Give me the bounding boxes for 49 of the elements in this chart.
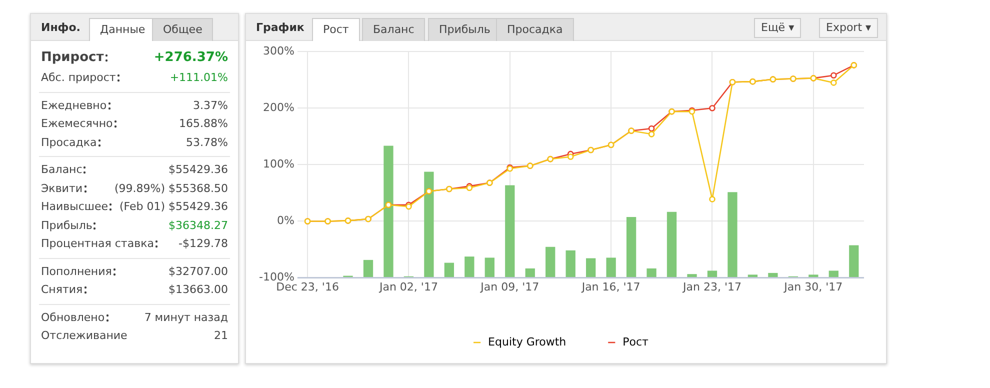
text: (99.89%) $55368.50 — [114, 182, 228, 194]
x-tick-label: Jan 09, '17 — [480, 280, 540, 294]
category-label: Пополнения — [41, 264, 112, 278]
x-tick-label: Jan 16, '17 — [580, 280, 640, 294]
legend-label: Equity Growth — [488, 335, 566, 348]
y-tick-label: 100% — [262, 158, 294, 171]
text: Общее — [152, 18, 214, 41]
category-label: Обновлено — [41, 310, 105, 324]
text: 7 минут назад — [144, 310, 228, 324]
category-label: Прибыль — [41, 218, 92, 232]
y-tick-label: 200% — [262, 101, 294, 114]
category-label: Баланс — [41, 163, 82, 176]
category-label: Снятия — [41, 283, 83, 296]
text: $13663.00 — [168, 283, 228, 296]
category-label: Процентная ставка — [41, 237, 154, 250]
category-label: Ежемесячно — [41, 117, 113, 130]
text: Ещё ▾ — [754, 18, 802, 38]
category-label: Эквити — [41, 182, 83, 194]
text: 53.78% — [186, 136, 228, 148]
text: Export ▾ — [819, 18, 878, 38]
text: $36348.27 — [168, 218, 228, 232]
text: $32707.00 — [168, 264, 228, 278]
x-tick-label: Jan 02, '17 — [378, 280, 438, 294]
text: 165.88% — [179, 117, 228, 130]
text: Баланс — [362, 18, 426, 41]
text: 21 — [214, 329, 228, 342]
category-label: Отслеживание — [41, 329, 128, 342]
text: Прибыль — [428, 18, 502, 41]
text: $55429.36 — [168, 163, 228, 176]
x-tick-label: Jan 23, '17 — [682, 280, 742, 294]
x-tick-label: Jan 30, '17 — [783, 280, 843, 294]
category-label: Ежедневно — [41, 98, 107, 112]
text: Инфо. — [41, 20, 80, 36]
text: Просадка — [496, 18, 574, 41]
text: +111.01% — [170, 71, 228, 84]
category-label: Наивысшее — [41, 200, 108, 213]
y-tick-label: 0% — [276, 214, 294, 228]
chart-title: График — [256, 20, 304, 36]
text: (Feb 01) $55429.36 — [119, 200, 228, 213]
legend-label: Рост — [622, 335, 650, 348]
category-label: Просадка — [41, 136, 97, 148]
category-label: Абс. прирост — [41, 71, 116, 84]
y-tick-label: 300% — [262, 44, 294, 58]
text: 3.37% — [193, 98, 228, 112]
category-label: Прирост — [41, 50, 104, 65]
text: Данные — [89, 18, 156, 41]
chart-subtitle: Рост — [312, 18, 360, 41]
text: +276.37% — [154, 50, 228, 65]
text: -$129.78 — [178, 237, 228, 250]
